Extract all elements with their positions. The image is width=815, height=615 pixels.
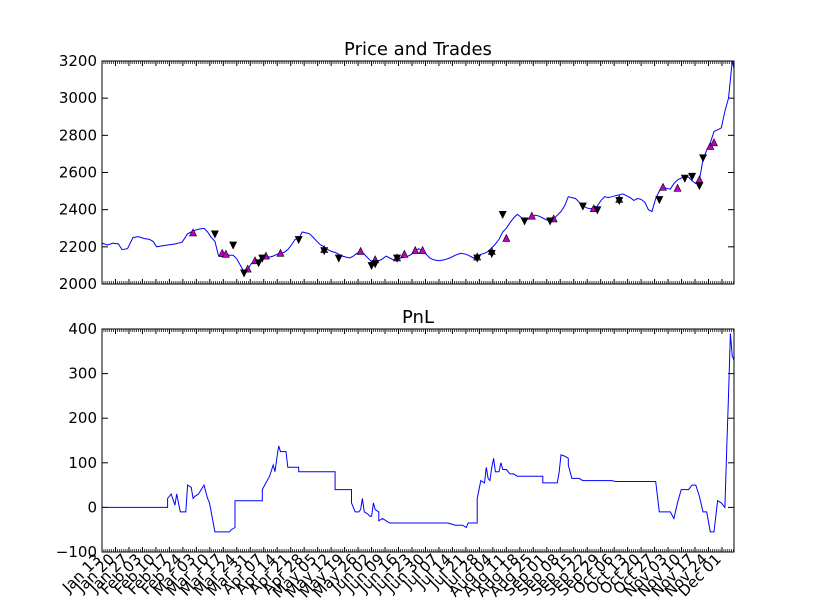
buy-marker bbox=[709, 138, 718, 147]
pnl-plot-frame bbox=[101, 328, 735, 553]
sell-marker bbox=[210, 230, 219, 239]
sell-marker bbox=[695, 182, 704, 191]
y-tick-label: 0 bbox=[87, 498, 97, 516]
sell-marker bbox=[699, 154, 708, 163]
sell-marker bbox=[578, 202, 587, 211]
pnl-plot-area bbox=[102, 329, 734, 552]
price-chart-title: Price and Trades bbox=[344, 39, 492, 60]
y-tick-label: 200 bbox=[68, 409, 97, 427]
buy-marker bbox=[418, 245, 427, 254]
sell-marker bbox=[240, 269, 249, 278]
sell-marker bbox=[487, 250, 496, 259]
trade-markers bbox=[189, 138, 718, 278]
sell-marker bbox=[680, 174, 689, 183]
sell-marker bbox=[520, 217, 529, 226]
buy-marker bbox=[356, 246, 365, 255]
y-tick-label: 2800 bbox=[59, 126, 97, 144]
buy-marker bbox=[276, 248, 285, 257]
buy-marker bbox=[411, 245, 420, 254]
sell-marker bbox=[320, 247, 329, 256]
y-tick-label: 2600 bbox=[59, 164, 97, 182]
sell-marker bbox=[498, 211, 507, 219]
sell-marker bbox=[688, 172, 697, 181]
price-panel: Price and Trades 2000 2200 2400 2600 2800 300… bbox=[59, 39, 735, 293]
y-tick-label: 2200 bbox=[59, 238, 97, 256]
y-tick-label: 300 bbox=[68, 365, 97, 383]
sell-marker bbox=[254, 259, 263, 268]
y-tick-label: −100 bbox=[56, 543, 97, 561]
sell-marker bbox=[334, 254, 343, 263]
buy-marker bbox=[502, 233, 511, 242]
y-tick-label: 100 bbox=[68, 454, 97, 472]
sell-marker bbox=[258, 254, 267, 263]
sell-marker bbox=[615, 197, 624, 206]
buy-marker bbox=[673, 183, 682, 192]
buy-marker bbox=[527, 211, 536, 220]
price-line bbox=[101, 60, 735, 273]
sell-marker bbox=[371, 260, 380, 269]
buy-marker bbox=[400, 249, 409, 258]
buy-marker bbox=[221, 249, 230, 258]
buy-marker bbox=[189, 228, 198, 237]
price-plot-area bbox=[102, 61, 734, 284]
price-series-group bbox=[101, 60, 735, 278]
y-tick-label: 3000 bbox=[59, 89, 97, 107]
sell-marker bbox=[393, 254, 402, 263]
sell-marker bbox=[229, 241, 238, 250]
sell-marker bbox=[593, 206, 602, 215]
y-tick-label: 400 bbox=[68, 320, 97, 338]
sell-marker bbox=[546, 217, 555, 226]
y-tick-label: 2400 bbox=[59, 201, 97, 219]
pnl-line bbox=[102, 333, 735, 533]
y-tick-label: 2000 bbox=[59, 275, 97, 293]
sell-marker bbox=[473, 254, 482, 263]
price-plot-frame bbox=[101, 60, 735, 285]
sell-marker bbox=[294, 236, 303, 245]
y-tick-label: 3200 bbox=[59, 52, 97, 70]
sell-marker bbox=[655, 196, 664, 205]
pnl-chart-title: PnL bbox=[402, 307, 434, 328]
buy-marker bbox=[658, 182, 667, 191]
